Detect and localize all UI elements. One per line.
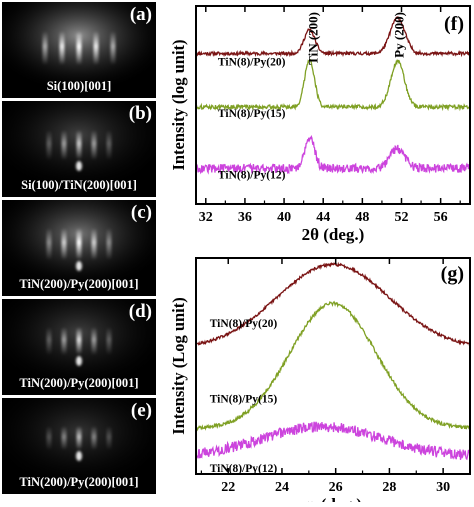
rheed-streak [76, 228, 82, 260]
series-line [195, 59, 471, 112]
x-tick-label: 24 [275, 480, 289, 495]
y-axis-label: Intensity (Log unit) [169, 297, 188, 435]
series-label: TiN(8)/Py(12) [210, 463, 278, 475]
panel-caption-a: Si(100)[001] [46, 79, 112, 93]
panel-letter-d: (d) [128, 301, 152, 322]
series-label: TiN(8)/Py(15) [210, 394, 278, 406]
peak-annotation: TiN (200) [306, 12, 321, 65]
rheed-streak [110, 31, 116, 65]
rheed-panel-c: (c) TiN(200)/Py(200)[001] [2, 200, 156, 296]
series-line [195, 421, 471, 461]
rheed-panel-b: (b) Si(100)/TiN(200)[001] [2, 101, 156, 197]
panel-letter-e: (e) [130, 400, 152, 421]
x-tick-label: 48 [355, 210, 369, 225]
peak-annotation: Py (200) [392, 12, 407, 58]
x-tick-label: 44 [316, 210, 330, 225]
series-line [195, 134, 471, 175]
rheed-specular-spot [76, 261, 82, 271]
plot-frame [195, 257, 471, 475]
rheed-streak [91, 130, 97, 160]
x-tick-label: 30 [436, 480, 450, 495]
rheed-streak [76, 130, 82, 160]
series-label: TiN(8)/Py(12) [218, 169, 286, 181]
rheed-pattern-e [2, 398, 156, 494]
panel-letter-b: (b) [128, 103, 152, 124]
x-tick-label: 52 [395, 210, 409, 225]
rheed-pattern-b [2, 101, 156, 197]
rheed-streak [59, 31, 65, 65]
rheed-streak [46, 327, 52, 355]
rheed-streak [46, 228, 52, 260]
x-tick-label: 40 [277, 210, 291, 225]
rheed-streak [91, 228, 97, 260]
rheed-streak [61, 327, 67, 355]
rheed-pattern-a [2, 2, 156, 98]
y-axis-label: Intensity (log unit) [169, 39, 188, 170]
panel-letter-c: (c) [130, 202, 152, 223]
rheed-specular-spot [76, 356, 82, 366]
plots-area: TiN(8)/Py(20) TiN(8)/Py(15) TiN(8)/Py(12) 3… [158, 0, 474, 507]
rheed-specular-spot [76, 161, 82, 171]
plots-svg: TiN(8)/Py(20) TiN(8)/Py(15) TiN(8)/Py(12) 3… [169, 5, 471, 507]
x-tick-label: 26 [329, 480, 343, 495]
rheed-streak [106, 228, 112, 260]
rheed-streak [106, 426, 112, 450]
x-axis-label: ω (deg.) [304, 495, 362, 502]
series-line [195, 261, 471, 348]
panel-letter-a: (a) [129, 4, 152, 25]
rheed-streak [76, 426, 82, 450]
rheed-streak [93, 31, 99, 65]
rheed-specular-spot [76, 451, 82, 461]
rheed-streak [46, 130, 52, 160]
plot-frame [195, 5, 471, 205]
series-line [195, 16, 471, 58]
series-label: TiN(8)/Py(15) [218, 108, 286, 120]
rheed-pattern-d [2, 299, 156, 395]
rheed-streak [61, 228, 67, 260]
series-line [195, 300, 471, 432]
rheed-panel-d: (d) TiN(200)/Py(200)[001] [2, 299, 156, 395]
panel-label: (f) [444, 13, 464, 35]
rheed-streak [76, 327, 82, 355]
rheed-panel-a: (a) Si(100)[001] [2, 2, 156, 98]
rheed-panel-e: (e) TiN(200)/Py(200)[001] [2, 398, 156, 494]
x-tick-label: 56 [434, 210, 448, 225]
series-label: TiN(8)/Py(20) [210, 318, 278, 330]
rheed-streak [106, 327, 112, 355]
rheed-streak [91, 426, 97, 450]
panel-caption-e: TiN(200)/Py(200)[001] [19, 475, 139, 489]
rheed-streak [106, 130, 112, 160]
rheed-streak [61, 426, 67, 450]
rheed-panels: (a) Si(100)[001] (b) Si(100)/TiN(200)[00… [0, 0, 158, 502]
panel-caption-c: TiN(200)/Py(200)[001] [19, 277, 139, 291]
rheed-pattern-c [2, 200, 156, 296]
x-tick-label: 32 [199, 210, 213, 225]
x-axis-label: 2θ (deg.) [302, 225, 365, 244]
x-tick-label: 22 [221, 480, 235, 495]
x-tick-label: 28 [382, 480, 396, 495]
x-tick-label: 36 [238, 210, 252, 225]
rheed-streak [61, 130, 67, 160]
panel-caption-d: TiN(200)/Py(200)[001] [19, 376, 139, 390]
rheed-streak [46, 426, 52, 450]
panel-caption-b: Si(100)/TiN(200)[001] [21, 178, 137, 192]
rheed-streak [76, 31, 82, 65]
panel-label: (g) [441, 263, 464, 285]
rheed-streak [42, 31, 48, 65]
rheed-streak [91, 327, 97, 355]
series-label: TiN(8)/Py(20) [218, 56, 286, 68]
